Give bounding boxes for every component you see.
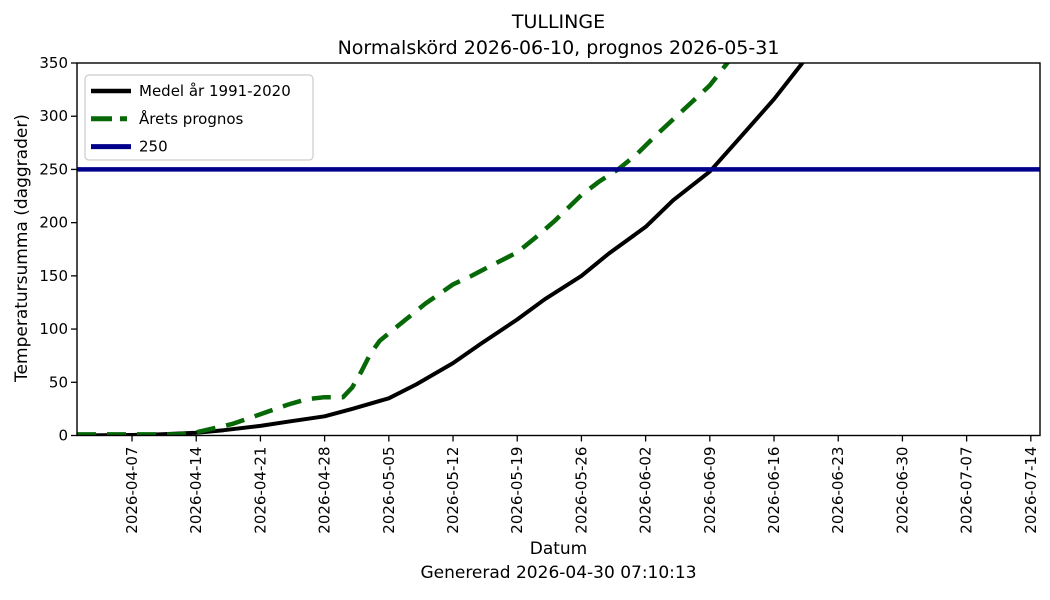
y-tick-label: 50 bbox=[49, 373, 68, 391]
x-tick-label: 2026-04-28 bbox=[316, 447, 334, 534]
x-tick-label: 2026-06-23 bbox=[829, 447, 847, 534]
y-tick-label: 300 bbox=[39, 107, 68, 125]
y-tick-label: 250 bbox=[39, 160, 68, 178]
x-tick-label: 2026-06-16 bbox=[765, 447, 783, 534]
legend: Medel år 1991-2020 Årets prognos 250 bbox=[84, 74, 314, 161]
title-block: TULLINGE Normalskörd 2026-06-10, prognos… bbox=[77, 10, 1040, 61]
legend-box bbox=[84, 74, 314, 161]
y-tick-label: 0 bbox=[58, 427, 68, 445]
x-tick-label: 2026-05-26 bbox=[572, 447, 590, 534]
x-tick-label: 2026-06-30 bbox=[893, 447, 911, 534]
y-tick-label: 100 bbox=[39, 320, 68, 338]
x-tick-label: 2026-05-05 bbox=[380, 447, 398, 534]
y-tick-label: 150 bbox=[39, 267, 68, 285]
x-tick-label: 2026-05-19 bbox=[508, 447, 526, 534]
x-tick-label: 2026-05-12 bbox=[444, 447, 462, 534]
x-tick-label: 2026-07-07 bbox=[958, 447, 976, 534]
x-tick-label: 2026-06-02 bbox=[637, 447, 655, 534]
x-tick-label: 2026-04-14 bbox=[187, 447, 205, 534]
x-tick-label: 2026-07-14 bbox=[1022, 447, 1040, 534]
plot-border bbox=[76, 62, 1041, 437]
series-prognos-line bbox=[77, 63, 731, 436]
y-axis-label: Temperatursumma (daggrader) bbox=[12, 114, 32, 382]
legend-label-medel: Medel år 1991-2020 bbox=[139, 82, 291, 100]
legend-label-threshold-250: 250 bbox=[139, 138, 168, 156]
caption: Genererad 2026-04-30 07:10:13 bbox=[420, 563, 697, 583]
x-tick-label: 2026-04-07 bbox=[123, 447, 141, 534]
legend-label-prognos: Årets prognos bbox=[139, 109, 244, 128]
x-tick-label: 2026-06-09 bbox=[701, 447, 719, 534]
series-medel-line bbox=[77, 63, 805, 436]
y-tick-label: 200 bbox=[39, 214, 68, 232]
x-axis-label: Datum bbox=[529, 539, 588, 559]
x-tick-label: 2026-04-21 bbox=[251, 447, 269, 534]
y-tick-label: 350 bbox=[39, 54, 68, 72]
chart-title: TULLINGE bbox=[511, 11, 606, 33]
chart-subtitle: Normalskörd 2026-06-10, prognos 2026-05-… bbox=[337, 36, 780, 59]
